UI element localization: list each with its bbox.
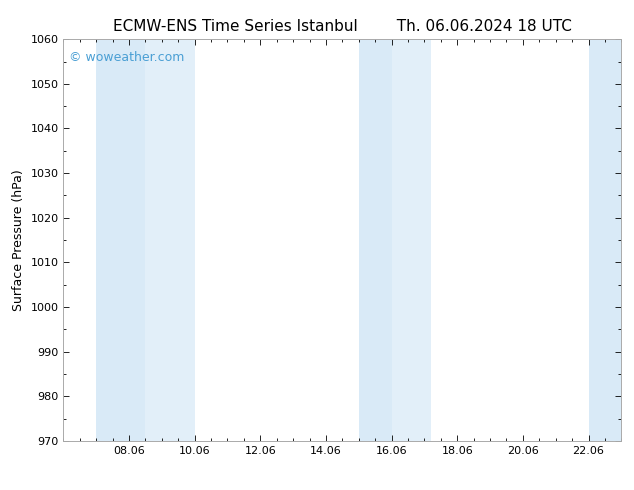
Y-axis label: Surface Pressure (hPa): Surface Pressure (hPa) xyxy=(12,169,25,311)
Bar xyxy=(588,39,621,441)
Bar xyxy=(96,39,145,441)
Bar xyxy=(392,39,431,441)
Text: © woweather.com: © woweather.com xyxy=(69,51,184,64)
Bar xyxy=(145,39,195,441)
Title: ECMW-ENS Time Series Istanbul        Th. 06.06.2024 18 UTC: ECMW-ENS Time Series Istanbul Th. 06.06.… xyxy=(113,19,572,34)
Bar xyxy=(359,39,392,441)
